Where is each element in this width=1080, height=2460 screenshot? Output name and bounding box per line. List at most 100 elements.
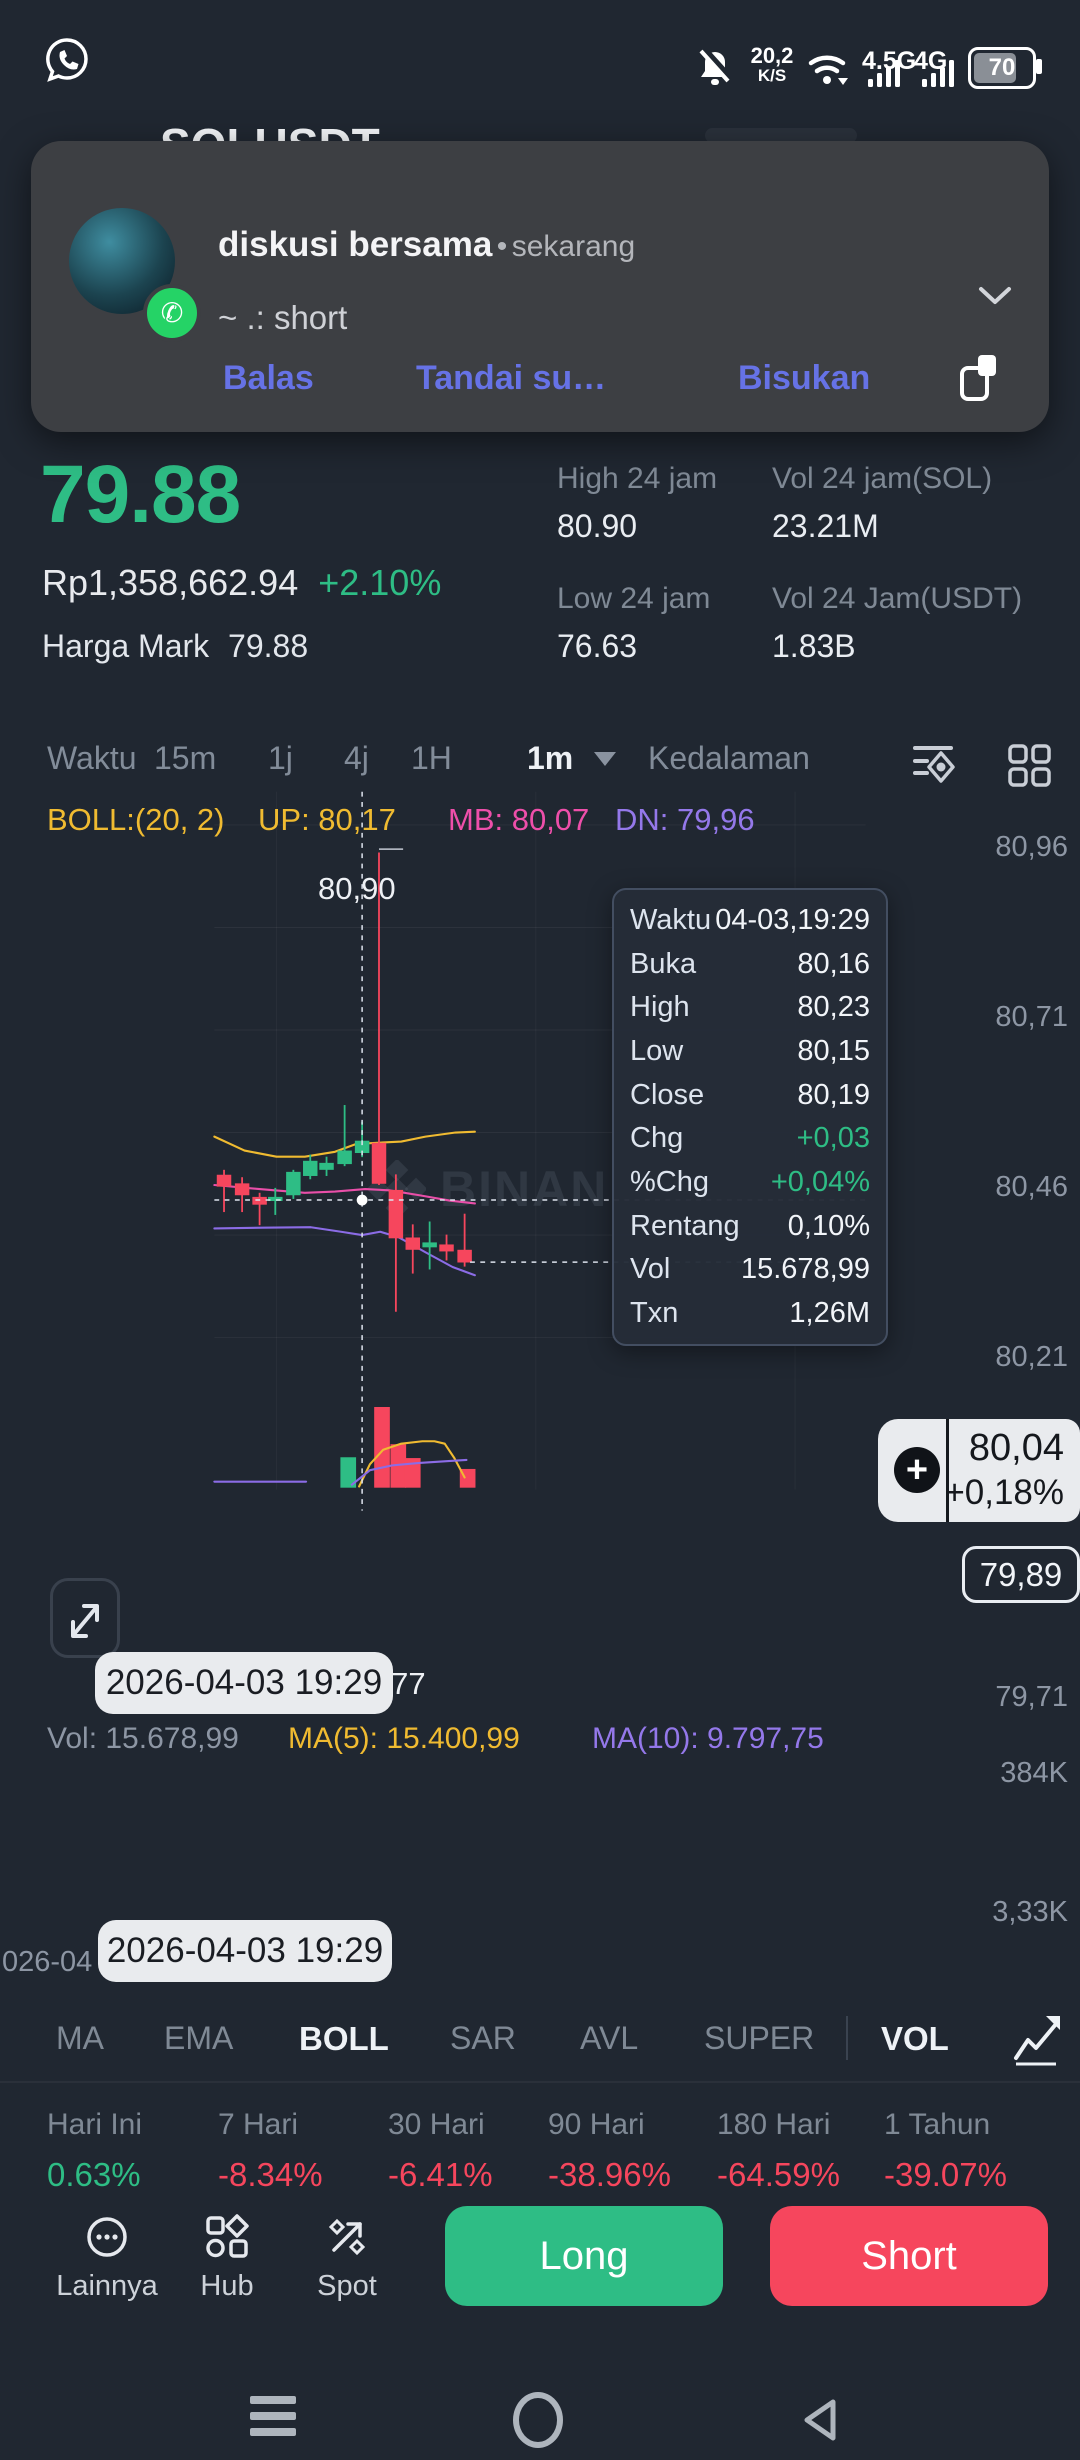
boll-dn: DN: 79,96: [615, 802, 755, 837]
perf-label: 90 Hari: [548, 2108, 645, 2141]
add-alert-icon[interactable]: +: [894, 1447, 940, 1493]
high-price-label: 80,90: [318, 871, 396, 906]
header-tab-remnant: [705, 128, 857, 143]
notification-message: ~ .: short: [218, 299, 348, 336]
timeframe-bar: Waktu 15m 1j 4j 1H 1m Kedalaman: [0, 740, 1080, 796]
y-axis-label: 80,96: [995, 831, 1068, 863]
mark-price-badge[interactable]: + 80,04 +0,18%: [878, 1419, 1080, 1522]
low-24h-value: 76.63: [557, 628, 638, 664]
volume-axis-label: 3,33K: [992, 1896, 1068, 1928]
chart-style-icon[interactable]: [1008, 2010, 1064, 2068]
indicator-tab-bar: MA EMA BOLL SAR AVL SUPER VOL: [0, 1998, 1080, 2083]
vol-24h-usdt-value: 1.83B: [772, 628, 856, 664]
volume-ma5: MA(5): 15.400,99: [288, 1722, 520, 1755]
mute-button[interactable]: Bisukan: [738, 359, 871, 397]
tab-sar[interactable]: SAR: [450, 2020, 516, 2056]
reply-button[interactable]: Balas: [223, 359, 314, 397]
notifications-muted-icon: [699, 46, 733, 85]
popup-bubble-icon[interactable]: [958, 351, 1000, 403]
perf-label: 180 Hari: [717, 2108, 831, 2141]
badge-divider: [946, 1419, 949, 1522]
tab-4j[interactable]: 4j: [344, 740, 369, 776]
y-axis-label: 80,21: [995, 1341, 1068, 1373]
perf-value: -39.07%: [884, 2156, 1007, 2193]
perf-value: -8.34%: [218, 2156, 323, 2193]
crosshair-date-pill: 2026-04-03 19:29: [95, 1652, 393, 1714]
tab-avl[interactable]: AVL: [580, 2020, 639, 2056]
ohlc-tooltip: Waktu 04-03,19:29 Buka 80,16 High 80,23 Low…: [612, 888, 888, 1346]
hub-label: Hub: [200, 2270, 254, 2302]
perf-value: -6.41%: [388, 2156, 493, 2193]
boll-up: UP: 80,17: [258, 802, 396, 837]
battery-nub: [1036, 59, 1042, 74]
vol-24h-sol-label: Vol 24 jam(SOL): [772, 462, 993, 495]
battery-level: 70: [988, 54, 1016, 81]
tab-ma[interactable]: MA: [56, 2020, 104, 2056]
spot-label: Spot: [317, 2270, 377, 2302]
timeframe-caret-icon[interactable]: [594, 752, 616, 766]
mark-price-value: 79.88: [228, 628, 309, 664]
vol-24h-sol-value: 23.21M: [772, 508, 879, 544]
perf-label: 1 Tahun: [884, 2108, 991, 2141]
short-button[interactable]: Short: [770, 2206, 1048, 2306]
status-bar: 20,2 K/S 4.5G 4G 70: [0, 0, 1080, 110]
boll-mb: MB: 80,07: [448, 802, 590, 837]
long-button[interactable]: Long: [445, 2206, 723, 2306]
perf-label: 30 Hari: [388, 2108, 485, 2141]
back-button[interactable]: [795, 2394, 847, 2446]
whatsapp-badge-icon: ✆: [143, 284, 201, 342]
crosshair-date-pill: 2026-04-03 19:29: [98, 1920, 392, 1982]
perf-value: -64.59%: [717, 2156, 840, 2193]
change-percent: +2.10%: [318, 562, 442, 603]
grid-layout-icon[interactable]: [1006, 742, 1054, 790]
whatsapp-notification[interactable]: ✆ diskusi bersama • sekarang ~ .: short …: [31, 141, 1049, 432]
y-axis-label: 80,46: [995, 1171, 1068, 1203]
tab-kedalaman[interactable]: Kedalaman: [648, 740, 810, 776]
performance-row: Hari Ini 0.63% 7 Hari -8.34% 30 Hari -6.41%…: [0, 2108, 1080, 2200]
badge-price: 80,04: [968, 1427, 1064, 1469]
tab-1m-selected[interactable]: 1m: [527, 740, 574, 776]
more-button[interactable]: Lainnya: [52, 2214, 162, 2303]
tab-boll-selected[interactable]: BOLL: [299, 2020, 389, 2057]
action-bar: Lainnya Hub Spot Long Short: [0, 2206, 1080, 2336]
low-24h-label: Low 24 jam: [557, 582, 711, 615]
indicator-settings-icon[interactable]: [908, 740, 958, 790]
chevron-down-icon[interactable]: [977, 285, 1013, 307]
tab-1j[interactable]: 1j: [268, 740, 293, 776]
last-price: 79.88: [40, 449, 241, 540]
tab-ema[interactable]: EMA: [164, 2020, 234, 2056]
tab-super[interactable]: SUPER: [704, 2020, 815, 2056]
tab-1h[interactable]: 1H: [411, 740, 452, 776]
perf-value: -38.96%: [548, 2156, 671, 2193]
whatsapp-status-icon: [46, 38, 88, 82]
notification-dot: •: [496, 230, 508, 263]
spot-transfer-icon: [328, 2218, 366, 2256]
y-axis-label: 80,71: [995, 1001, 1068, 1033]
signal-bars-secondary-icon: [922, 60, 954, 87]
volume-ma10: MA(10): 9.797,75: [592, 1722, 824, 1755]
ellipsis-circle-icon: [87, 2217, 127, 2257]
home-button[interactable]: [513, 2392, 563, 2448]
android-nav-bar: [0, 2366, 1080, 2460]
boll-params: BOLL:(20, 2): [47, 802, 225, 837]
spot-button[interactable]: Spot: [292, 2214, 402, 2303]
mark-read-button[interactable]: Tandai su…: [416, 359, 607, 397]
tab-15m[interactable]: 15m: [154, 740, 217, 776]
tab-vol-selected[interactable]: VOL: [881, 2020, 949, 2057]
mark-price-label: Harga Mark: [42, 628, 210, 664]
recent-apps-button[interactable]: [250, 2396, 296, 2436]
hub-button[interactable]: Hub: [172, 2214, 282, 2303]
fullscreen-expand-icon[interactable]: [50, 1578, 120, 1658]
y-axis-label: 79,71: [995, 1681, 1068, 1713]
perf-label: 7 Hari: [218, 2108, 299, 2141]
tab-waktu[interactable]: Waktu: [47, 740, 137, 776]
more-label: Lainnya: [56, 2270, 158, 2302]
badge-percent: +0,18%: [944, 1473, 1064, 1512]
wifi-icon: [808, 55, 848, 85]
battery-indicator: 70: [968, 47, 1042, 89]
candlestick-chart[interactable]: [0, 790, 1080, 1990]
x-axis-label-partial: 026-04: [2, 1946, 93, 1978]
high-24h-label: High 24 jam: [557, 462, 718, 495]
volume-axis-label: 384K: [1000, 1757, 1068, 1789]
